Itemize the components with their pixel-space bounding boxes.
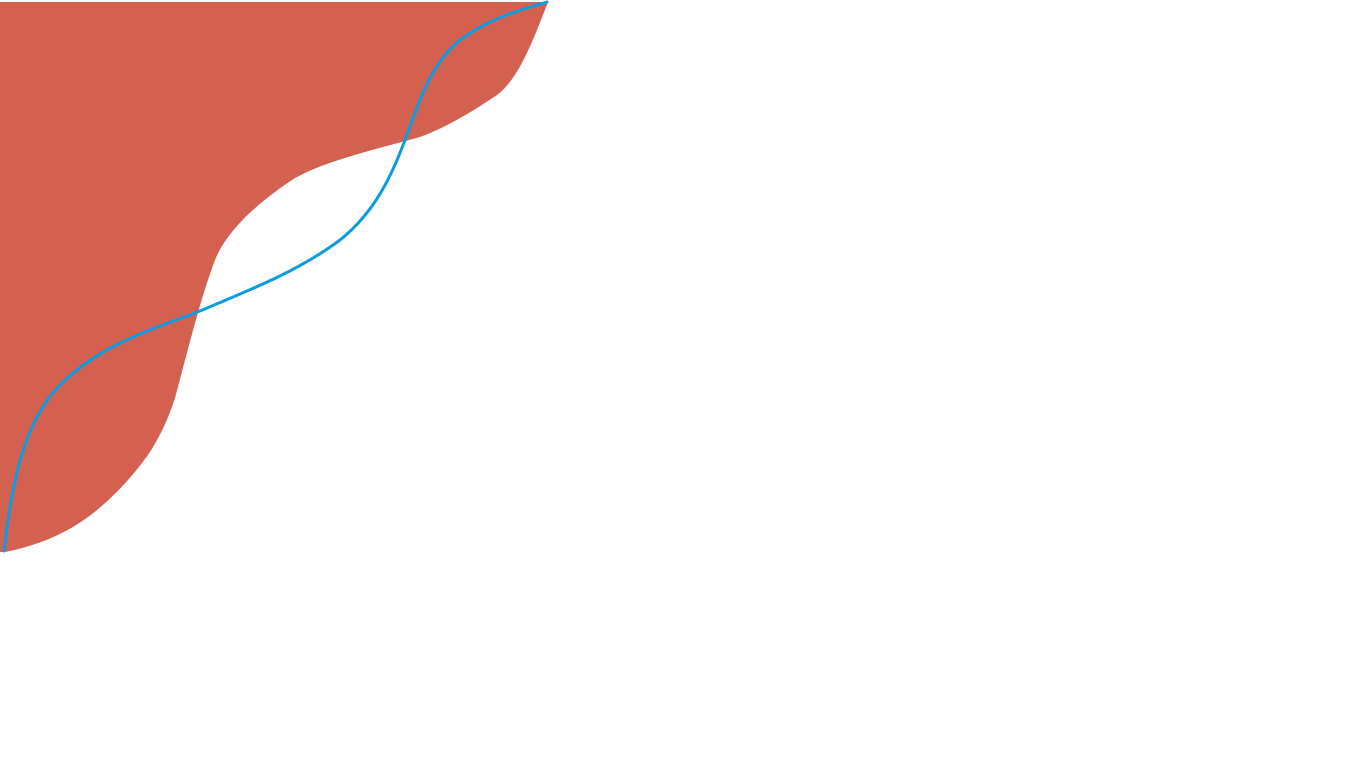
red-wave-shape[interactable]: [0, 2, 548, 552]
blue-s-curve[interactable]: [2, 0, 549, 553]
